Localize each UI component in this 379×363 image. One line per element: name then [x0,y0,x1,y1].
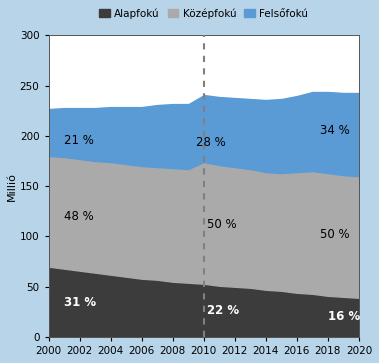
Text: 50 %: 50 % [207,218,236,231]
Text: 21 %: 21 % [64,134,94,147]
Text: 50 %: 50 % [320,228,350,241]
Text: 16 %: 16 % [328,310,360,323]
Text: 28 %: 28 % [196,136,226,150]
Text: 31 %: 31 % [64,296,96,309]
Text: 48 %: 48 % [64,210,94,223]
Legend: Alapfokú, Középfokú, Felsőfokú: Alapfokú, Középfokú, Felsőfokú [95,4,312,23]
Text: 22 %: 22 % [207,305,239,317]
Y-axis label: Millió: Millió [7,172,17,201]
Text: 34 %: 34 % [320,125,350,137]
